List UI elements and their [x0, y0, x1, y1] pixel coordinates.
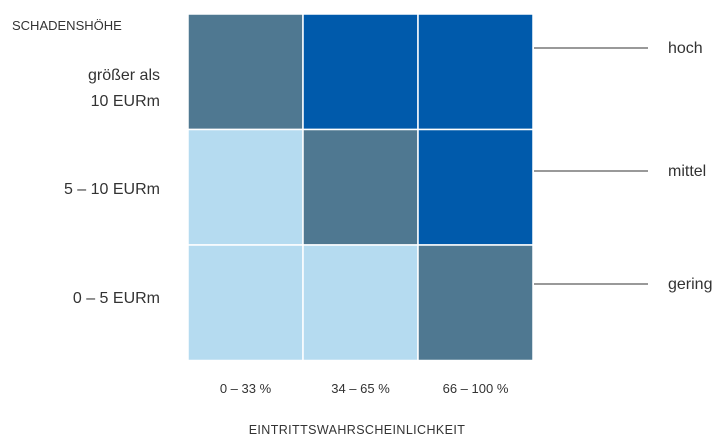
legend-label-gering: gering	[668, 276, 712, 293]
row-labels: größer als 10 EURm 5 – 10 EURm 0 – 5 EURm	[64, 67, 160, 307]
row-label-0-line-1: 10 EURm	[91, 93, 160, 110]
matrix-cell-r2-c2	[417, 244, 534, 362]
matrix-cell-r0-c0	[187, 13, 304, 131]
column-label-2: 66 – 100 %	[443, 381, 509, 396]
matrix-cells	[187, 13, 534, 362]
legend-label-hoch: hoch	[668, 40, 703, 57]
row-label-0-line-0: größer als	[88, 67, 160, 84]
matrix-cell-r2-c1	[302, 244, 419, 362]
matrix-cell-r1-c2	[417, 128, 534, 246]
matrix-cell-r0-c2	[417, 13, 534, 131]
y-axis-label: SCHADENSHÖHE	[12, 18, 122, 33]
matrix-cell-r2-c0	[187, 244, 304, 362]
column-label-0: 0 – 33 %	[220, 381, 272, 396]
legend-label-mittel: mittel	[668, 163, 706, 180]
row-label-1-line-0: 5 – 10 EURm	[64, 181, 160, 198]
row-label-2-line-0: 0 – 5 EURm	[73, 290, 160, 307]
legend: hoch mittel gering	[534, 40, 712, 293]
column-label-1: 34 – 65 %	[331, 381, 390, 396]
matrix-cell-r1-c0	[187, 128, 304, 246]
x-axis-label: EINTRITTSWAHRSCHEINLICHKEIT	[249, 423, 466, 437]
matrix-cell-r0-c1	[302, 13, 419, 131]
column-labels: 0 – 33 % 34 – 65 % 66 – 100 %	[220, 381, 509, 396]
matrix-cell-r1-c1	[302, 128, 419, 246]
